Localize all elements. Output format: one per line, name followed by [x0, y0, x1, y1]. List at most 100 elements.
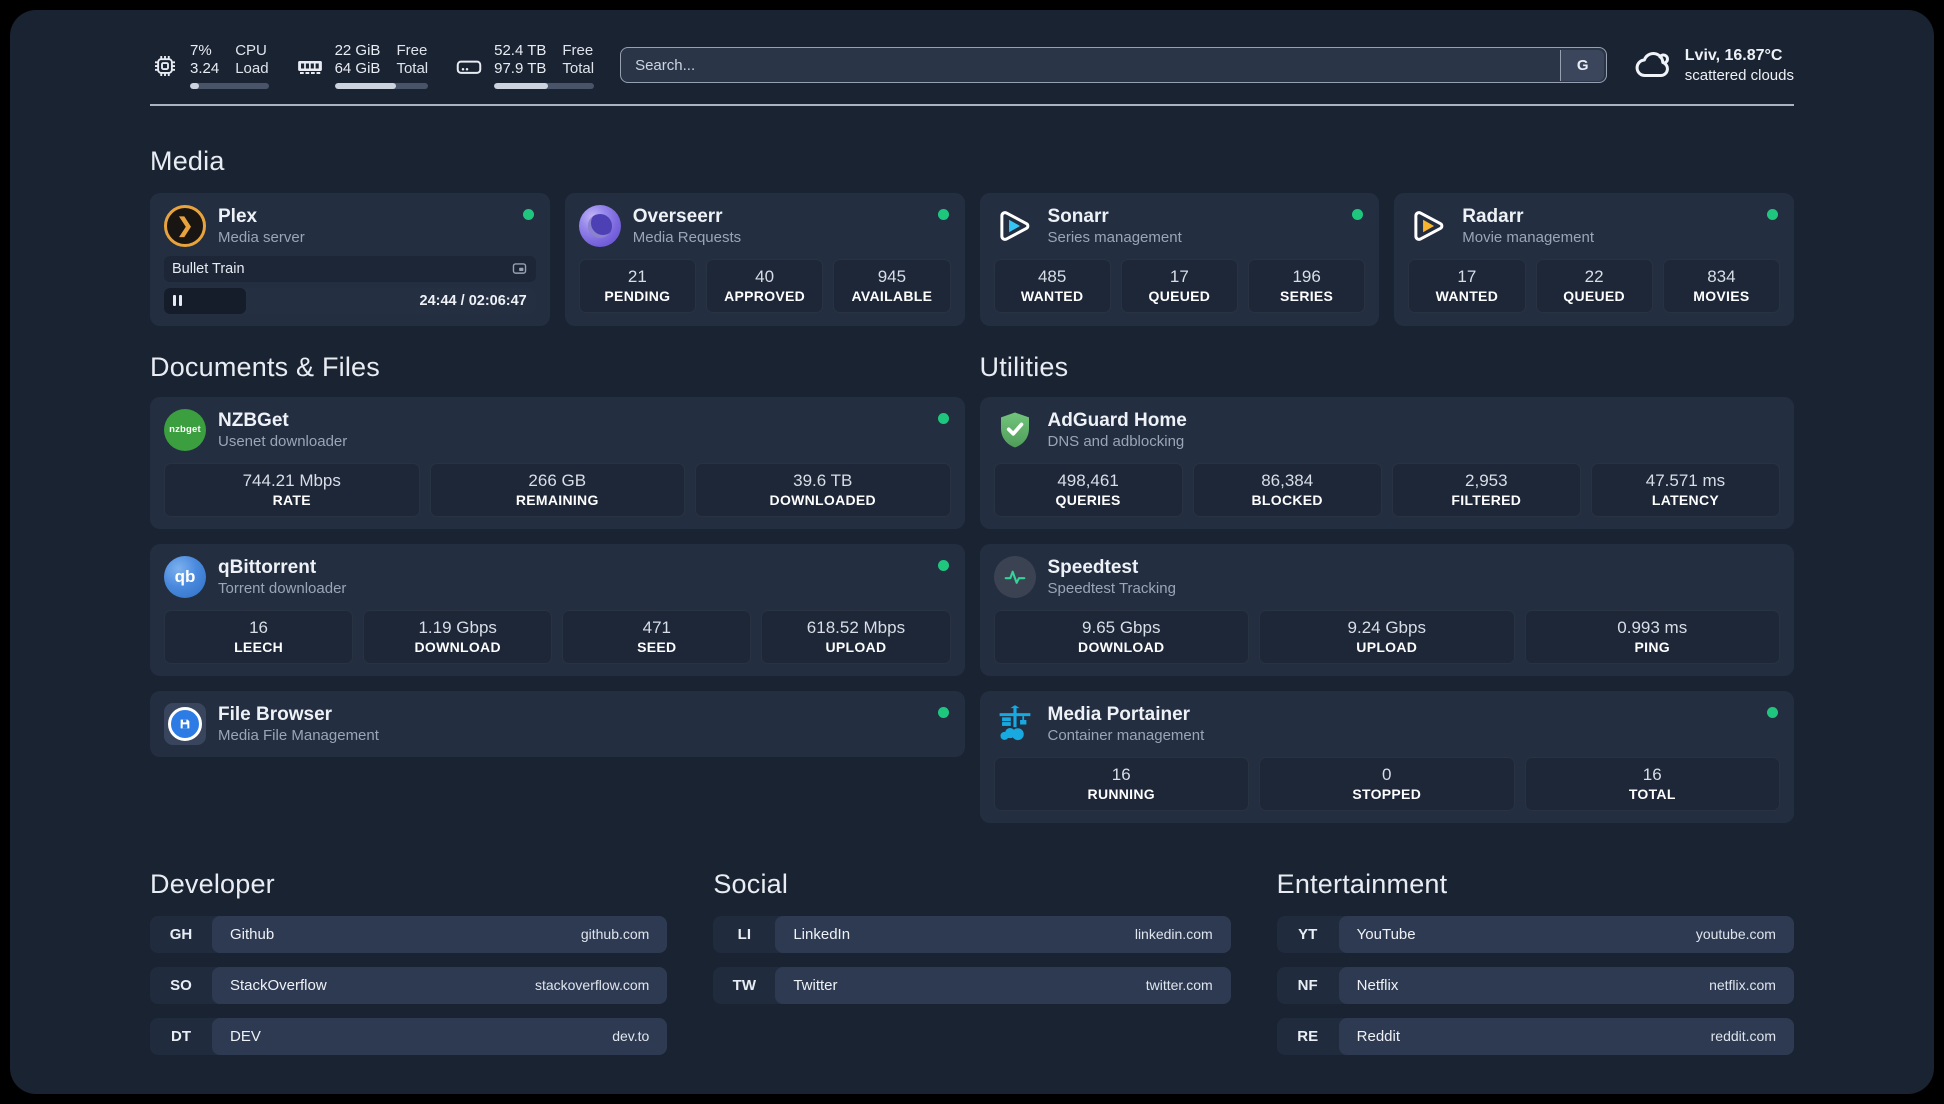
- pip-icon[interactable]: [511, 260, 528, 277]
- stat-value: 17: [1169, 266, 1189, 286]
- stat-value: 485: [1037, 266, 1067, 286]
- link-netflix[interactable]: NF Netflix netflix.com: [1276, 966, 1794, 1004]
- link-github[interactable]: GH Github github.com: [150, 915, 668, 953]
- entertainment-column: Entertainment YT YouTube youtube.com NF …: [1276, 869, 1794, 1055]
- search-engine-button[interactable]: G: [1560, 49, 1605, 81]
- stat-label: QUERIES: [1055, 491, 1121, 508]
- link-prefix: TW: [732, 976, 756, 994]
- stat-value: 834: [1707, 266, 1736, 286]
- overseerr-card[interactable]: Overseerr Media Requests 21 PENDING 40 A…: [564, 192, 965, 326]
- card-subtitle: Usenet downloader: [218, 432, 348, 450]
- search-input[interactable]: [620, 47, 1607, 83]
- adguard-card[interactable]: AdGuard Home DNS and adblocking 498,461 …: [979, 396, 1794, 529]
- cpu-label: CPU: [235, 41, 267, 59]
- social-column: Social LI LinkedIn linkedin.com TW Twitt…: [713, 868, 1231, 1055]
- stat-filtered: 2,953 FILTERED: [1391, 462, 1581, 517]
- status-dot: [937, 706, 949, 718]
- card-title: Media Portainer: [1047, 703, 1191, 725]
- storage-total-label: Total: [562, 59, 595, 77]
- stat-rate: 744.21 Mbps RATE: [164, 462, 420, 517]
- stat-running: 16 RUNNING: [993, 756, 1249, 811]
- link-prefix: LI: [737, 925, 751, 943]
- stat-label: UPLOAD: [1356, 638, 1418, 655]
- playback-progress[interactable]: 24:44 / 02:06:47: [164, 287, 536, 314]
- speedtest-icon: [993, 555, 1036, 598]
- media-section-title: Media: [150, 145, 225, 176]
- stat-latency: 47.571 ms LATENCY: [1590, 462, 1780, 517]
- link-linkedin[interactable]: LI LinkedIn linkedin.com: [713, 915, 1231, 953]
- stat-label: PENDING: [604, 287, 671, 304]
- portainer-card[interactable]: Media Portainer Container management 16 …: [979, 690, 1794, 823]
- memory-total-value: 64 GiB: [334, 59, 381, 77]
- link-name: Twitter: [793, 976, 838, 994]
- stat-value: 0: [1382, 764, 1392, 784]
- system-stats: 7% 3.24 CPU Load: [150, 41, 595, 89]
- stat-label: QUEUED: [1563, 287, 1625, 304]
- link-url: linkedin.com: [1134, 926, 1213, 942]
- nzbget-icon: nzbget: [164, 408, 206, 451]
- plex-card[interactable]: ❯ Plex Media server Bullet Train: [150, 192, 550, 326]
- pause-icon: [173, 295, 176, 306]
- now-playing-bar[interactable]: Bullet Train: [164, 255, 536, 282]
- link-name: StackOverflow: [230, 976, 327, 994]
- link-stackoverflow[interactable]: SO StackOverflow stackoverflow.com: [150, 966, 668, 1004]
- link-twitter[interactable]: TW Twitter twitter.com: [713, 966, 1231, 1004]
- stat-label: DOWNLOAD: [414, 638, 501, 655]
- playback-progress-fill: [164, 287, 246, 314]
- memory-free-value: 22 GiB: [334, 41, 381, 59]
- qbittorrent-icon: qb: [164, 555, 206, 598]
- social-section-title: Social: [713, 868, 789, 899]
- card-title: Overseerr: [632, 205, 723, 227]
- stat-value: 744.21 Mbps: [242, 470, 341, 490]
- stat-download: 1.19 Gbps DOWNLOAD: [363, 609, 553, 664]
- filebrowser-card[interactable]: File Browser Media File Management: [150, 690, 965, 757]
- overseerr-icon: [578, 204, 621, 247]
- card-subtitle: Media File Management: [218, 726, 379, 744]
- cpu-chip-icon: [155, 56, 175, 76]
- dashboard: 7% 3.24 CPU Load: [10, 10, 1934, 1094]
- link-name: DEV: [230, 1027, 261, 1045]
- stat-label: LATENCY: [1651, 491, 1720, 508]
- stat-blocked: 86,384 BLOCKED: [1192, 462, 1382, 517]
- stat-value: 498,461: [1057, 470, 1119, 490]
- card-subtitle: Torrent downloader: [218, 579, 347, 597]
- disk-icon: [456, 60, 482, 74]
- stat-upload: 618.52 Mbps UPLOAD: [761, 609, 951, 664]
- stat-value: 16: [1111, 764, 1131, 784]
- stat-downloaded: 39.6 TB DOWNLOADED: [695, 462, 951, 517]
- status-dot: [1767, 706, 1778, 718]
- card-title: Plex: [218, 205, 258, 227]
- stat-value: 9.24 Gbps: [1347, 617, 1426, 637]
- link-prefix: NF: [1297, 976, 1318, 994]
- floppy-icon: [180, 719, 190, 728]
- speedtest-card[interactable]: Speedtest Speedtest Tracking 9.65 Gbps D…: [979, 543, 1794, 676]
- nzbget-card[interactable]: nzbget NZBGet Usenet downloader 744.21 M…: [150, 396, 965, 529]
- load-label: Load: [235, 59, 269, 77]
- weather-condition: scattered clouds: [1684, 66, 1794, 84]
- now-playing-title: Bullet Train: [172, 260, 245, 277]
- stat-label: WANTED: [1435, 287, 1499, 304]
- weather-widget: Lviv, 16.87°C scattered clouds: [1633, 45, 1794, 85]
- qbittorrent-card[interactable]: qb qBittorrent Torrent downloader 16 LEE…: [150, 543, 965, 676]
- link-url: twitter.com: [1145, 977, 1213, 993]
- status-dot: [1767, 208, 1778, 220]
- stat-label: PING: [1634, 638, 1670, 655]
- link-dev[interactable]: DT DEV dev.to: [150, 1017, 668, 1055]
- storage-total-value: 97.9 TB: [494, 59, 547, 77]
- radarr-card[interactable]: Radarr Movie management 17 WANTED 22 QUE…: [1394, 192, 1794, 326]
- stat-label: APPROVED: [724, 287, 806, 304]
- stat-upload: 9.24 Gbps UPLOAD: [1259, 609, 1515, 664]
- stat-value: 9.65 Gbps: [1082, 617, 1161, 637]
- card-subtitle: Container management: [1047, 726, 1205, 744]
- link-reddit[interactable]: RE Reddit reddit.com: [1276, 1017, 1794, 1055]
- stat-label: SERIES: [1280, 287, 1334, 304]
- card-title: AdGuard Home: [1047, 409, 1187, 431]
- link-name: LinkedIn: [793, 925, 851, 943]
- sonarr-card[interactable]: Sonarr Series management 485 WANTED 17 Q…: [979, 192, 1380, 326]
- sonarr-icon: [999, 210, 1029, 241]
- stat-value: 471: [642, 617, 671, 637]
- stat-label: LEECH: [234, 638, 284, 655]
- card-title: Radarr: [1462, 205, 1524, 227]
- link-youtube[interactable]: YT YouTube youtube.com: [1276, 915, 1794, 953]
- link-url: reddit.com: [1710, 1028, 1776, 1044]
